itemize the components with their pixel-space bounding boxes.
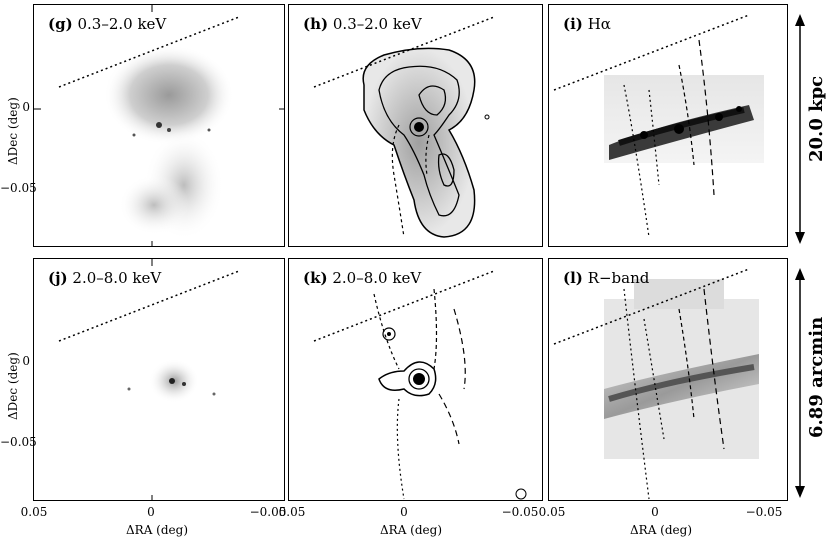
ylabel-row2: ΔDec (deg) xyxy=(6,352,20,420)
panel-j-hard-xray: (j) 2.0–8.0 keV xyxy=(33,258,285,501)
rband-image-l xyxy=(553,268,759,500)
xtick-l-0: 0 xyxy=(651,505,659,519)
panel-i-halpha: (i) Hα xyxy=(548,4,788,247)
panel-h-label: (h) 0.3–2.0 keV xyxy=(303,15,422,33)
soft-xray-image-g xyxy=(34,5,284,246)
panel-i-label: (i) Hα xyxy=(563,15,611,33)
xtick-j-0: 0 xyxy=(147,505,155,519)
xtick-l-neg005: −0.05 xyxy=(745,505,783,519)
panel-g-label: (g) 0.3–2.0 keV xyxy=(48,15,167,33)
panel-j-label: (j) 2.0–8.0 keV xyxy=(48,269,162,287)
scalebar-kpc-label: 20.0 kpc xyxy=(806,75,827,162)
scalebar-arcmin-label: 6.89 arcmin xyxy=(806,316,827,438)
xtick-l-005: 0.05 xyxy=(538,505,566,519)
panel-g-soft-xray: (g) 0.3–2.0 keV xyxy=(33,4,285,247)
panel-l-rband: (l) R−band xyxy=(548,258,788,501)
xlabel-k: ΔRA (deg) xyxy=(380,523,443,537)
panel-k-label: (k) 2.0–8.0 keV xyxy=(303,269,422,287)
halpha-image-i xyxy=(553,14,764,238)
xtick-j-005: 0.05 xyxy=(20,505,48,519)
panel-h-soft-xray-contours: (h) 0.3–2.0 keV xyxy=(288,4,543,247)
ylabel-row1: ΔDec (deg) xyxy=(6,97,20,165)
hard-xray-contours-k xyxy=(313,270,527,500)
ytick-row1-neg005: −0.05 xyxy=(0,181,37,195)
ytick-row2-0: 0 xyxy=(22,354,30,368)
panel-l-label: (l) R−band xyxy=(563,269,650,287)
xtick-k-005: 0.05 xyxy=(278,505,306,519)
xtick-j-neg005: −0.05 xyxy=(249,505,287,519)
scale-bars xyxy=(795,14,805,498)
xtick-k-0: 0 xyxy=(400,505,408,519)
soft-xray-contours-h xyxy=(313,16,495,238)
xlabel-l: ΔRA (deg) xyxy=(630,523,693,537)
ytick-row1-0: 0 xyxy=(22,100,30,114)
panel-k-hard-xray-contours: (k) 2.0–8.0 keV xyxy=(288,258,543,501)
xlabel-j: ΔRA (deg) xyxy=(126,523,189,537)
xtick-k-neg005: −0.05 xyxy=(501,505,539,519)
ytick-row2-neg005: −0.05 xyxy=(0,435,37,449)
hard-xray-image-j xyxy=(58,259,240,500)
